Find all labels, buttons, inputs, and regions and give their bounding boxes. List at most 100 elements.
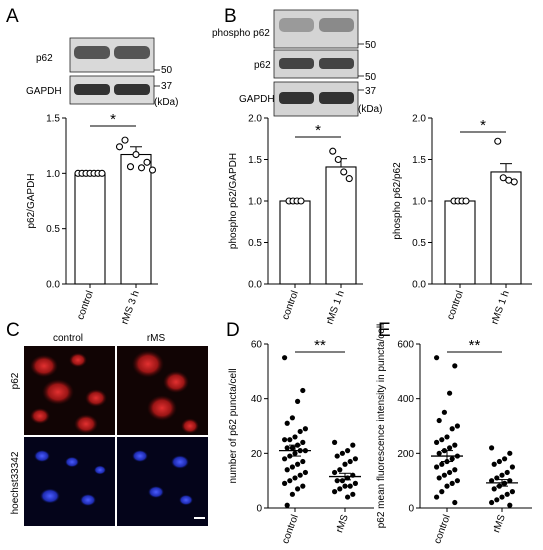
y-tick-label: 400 (397, 394, 414, 405)
blot-b-marker-50a: 50 (365, 40, 377, 51)
y-tick-label: 1.0 (248, 197, 262, 208)
p62-cell-control (85, 389, 107, 407)
y-tick-label: 0 (408, 504, 414, 515)
data-point (507, 450, 513, 456)
x-tick-label: control (280, 289, 301, 321)
y-tick-label: 2.0 (412, 114, 426, 125)
data-point (340, 168, 348, 176)
y-tick-label: 2.0 (248, 114, 262, 125)
data-point (441, 409, 447, 415)
data-point (441, 472, 447, 478)
data-point (494, 137, 502, 145)
y-tick-label: 600 (397, 340, 414, 351)
micrograph-hoechst-rms (117, 437, 208, 526)
blot-a-label-gapdh: GAPDH (26, 86, 62, 97)
data-point (436, 450, 442, 456)
data-point (499, 472, 505, 478)
nucleus-rms (171, 455, 189, 469)
y-tick-label: 200 (397, 449, 414, 460)
nucleus-control (40, 488, 60, 504)
data-point (300, 387, 306, 394)
y-tick-label: 1.0 (46, 169, 60, 180)
data-point (491, 486, 497, 492)
data-point (494, 497, 500, 503)
blot-b-label-phospho-p62: phospho p62 (212, 28, 270, 39)
data-point (350, 442, 356, 448)
data-point (297, 428, 303, 435)
data-point (332, 439, 338, 445)
y-tick-label: 0 (256, 504, 262, 515)
bar (279, 200, 311, 285)
p62-cell-control (42, 379, 74, 405)
x-tick-label: control (432, 513, 453, 545)
nucleus-control (65, 456, 79, 468)
chart-b1: 0.0 0.5 1.0 1.5 2.0 phospho p62/GAPDH control r… (228, 114, 363, 326)
data-point (148, 166, 157, 174)
data-point (289, 415, 295, 421)
data-point (284, 420, 290, 426)
data-point (452, 467, 458, 473)
sig-stars: ** (314, 337, 326, 354)
data-point (98, 169, 106, 177)
data-point (284, 445, 290, 451)
x-tick-label: rMS 1 h (325, 289, 347, 326)
data-point (347, 458, 353, 465)
y-tick-label: 0.0 (412, 280, 426, 291)
data-point (302, 426, 308, 432)
panel-letter-b: B (224, 6, 237, 27)
y-tick-label: 40 (251, 394, 263, 405)
data-point (447, 390, 453, 396)
data-point (507, 478, 513, 484)
p62-cell-rms (147, 395, 177, 421)
bar (444, 200, 476, 285)
data-point (300, 458, 306, 465)
p62-cell-control (74, 414, 98, 434)
x-tick-label: control (280, 513, 301, 545)
data-point (282, 355, 288, 361)
data-point (337, 467, 343, 473)
data-point (282, 456, 288, 462)
blot-a-marker-37: 37 (161, 81, 173, 92)
blot-a: p62 GAPDH 50 37 (kDa) (26, 37, 178, 108)
data-point (454, 478, 460, 484)
data-point (347, 483, 353, 489)
data-point (504, 491, 510, 497)
data-point (509, 464, 515, 470)
data-point (444, 483, 450, 489)
y-tick-label: 0.5 (412, 238, 426, 249)
data-point (132, 150, 140, 159)
y-tick-label: 1.0 (412, 197, 426, 208)
data-point (137, 164, 146, 172)
data-point (502, 456, 508, 462)
data-point (345, 494, 351, 500)
data-point (434, 464, 440, 470)
sig-b2-star: * (480, 117, 486, 134)
data-point (439, 437, 445, 443)
data-point (332, 489, 338, 495)
y-tick-label: 60 (251, 340, 263, 351)
data-point (489, 445, 495, 451)
p62-cell-control (69, 352, 87, 368)
data-point (352, 480, 358, 486)
bar (120, 153, 152, 285)
data-point (444, 434, 450, 440)
blot-b-label-p62: p62 (254, 60, 271, 71)
data-point (143, 158, 151, 166)
chart-a: 0.0 0.5 1.0 1.5 p62/GAPDH control rMS 3 h (26, 114, 158, 326)
bar (325, 166, 357, 285)
data-point (436, 417, 442, 424)
p62-cell-rms (132, 350, 164, 378)
data-point (449, 480, 455, 486)
data-point (504, 469, 510, 476)
micrograph-row-p62: p62 (10, 372, 21, 389)
data-point (295, 486, 301, 492)
chart-e: 0 200 400 600 p62 mean fluorescence intensit… (376, 324, 532, 545)
data-point (499, 494, 505, 500)
bar (490, 171, 522, 285)
data-point (295, 398, 301, 404)
data-point (350, 491, 356, 497)
data-point (339, 450, 345, 456)
data-point (509, 489, 515, 495)
chart-d: 0 20 40 60 number of p62 puncta/cell control r… (228, 337, 374, 545)
